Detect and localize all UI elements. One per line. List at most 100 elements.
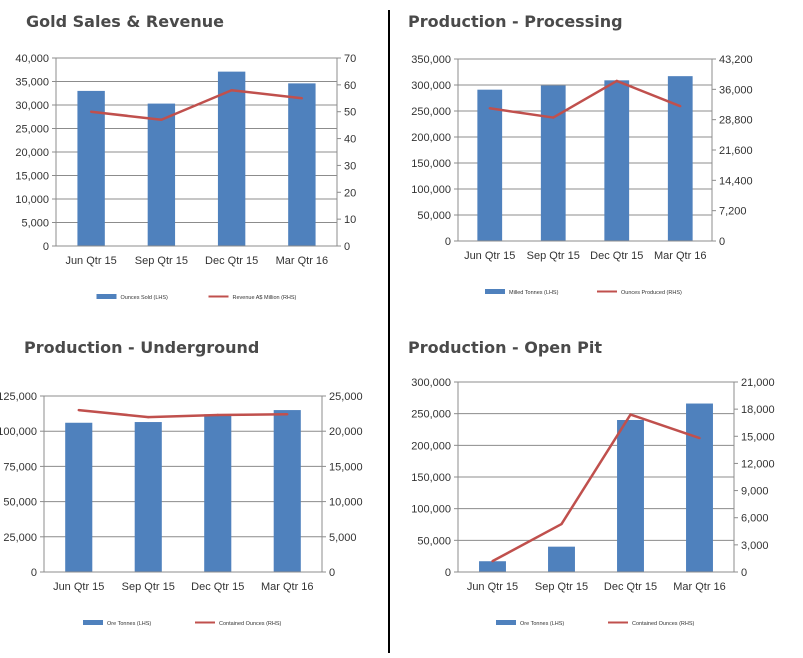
y-right-tick-label: 40 <box>344 134 356 146</box>
bar <box>686 403 713 572</box>
series-line <box>90 88 303 122</box>
y-right-tick-label: 0 <box>719 236 725 248</box>
y-left-tick-label: 50,000 <box>417 535 451 547</box>
bar <box>479 561 506 572</box>
y-left-tick-label: 300,000 <box>411 80 451 92</box>
chart-production-processing: Production - Processing 0 50,000 100,000 15… <box>390 0 803 325</box>
bar <box>204 414 232 572</box>
y-right-tick-label: 0 <box>344 241 350 253</box>
y-left-tick-label: 100,000 <box>411 184 451 196</box>
y-right-tick-label: 28,800 <box>719 115 753 127</box>
bar <box>77 90 105 247</box>
bar <box>477 89 503 242</box>
y-left-tick-label: 0 <box>445 236 451 248</box>
legend-bar-swatch <box>485 289 505 294</box>
x-tick-label: Dec Qtr 15 <box>191 581 244 593</box>
y-right-tick-label: 30 <box>344 160 356 172</box>
y-left-tick-label: 125,000 <box>0 391 37 403</box>
y-right-tick-label: 43,200 <box>719 54 753 66</box>
chart-gold-sales-revenue: Gold Sales & Revenue 0 5,000 10,000 15,000 2… <box>0 0 388 325</box>
line-point <box>77 408 80 412</box>
y-left-tick-label: 100,000 <box>0 426 37 438</box>
panel-divider <box>388 10 390 653</box>
y-right-tick-label: 12,000 <box>741 458 775 470</box>
y-left-tick-label: 15,000 <box>15 171 49 183</box>
line-point <box>230 89 233 92</box>
chart-svg: 0 50,000 100,000 150,000 200,000 250,000 300,0… <box>411 377 775 627</box>
bar <box>667 76 693 241</box>
legend-bar-swatch <box>496 620 516 625</box>
legend-line-label: Ounces Produced (RHS) <box>621 290 682 296</box>
y-right-tick-label: 5,000 <box>329 532 357 544</box>
y-right-tick-label: 10,000 <box>329 497 363 509</box>
y-right-tick-label: 20,000 <box>329 426 363 438</box>
bar <box>604 80 630 241</box>
bar <box>548 546 575 572</box>
chart-title: Production - Processing <box>408 12 623 31</box>
y-left-tick-label: 250,000 <box>411 409 451 421</box>
y-left-tick-label: 5,000 <box>21 218 49 230</box>
y-right-tick-label: 0 <box>741 567 747 579</box>
y-right-tick-label: 50 <box>344 107 356 119</box>
y-right-tick-label: 10 <box>344 214 356 226</box>
line-point <box>160 118 163 121</box>
chart-svg: 0 25,000 50,000 75,000 100,000 125,000 0 5,000 1… <box>0 391 363 627</box>
bar <box>273 410 301 572</box>
bar <box>134 422 162 572</box>
y-right-tick-label: 21,600 <box>719 145 753 157</box>
bar <box>540 85 566 242</box>
chart-production-underground: Production - Underground 0 25,000 50,000 75… <box>0 325 388 653</box>
legend-line-label: Contained Ounces (RHS) <box>632 621 695 627</box>
y-right-tick-label: 60 <box>344 80 356 92</box>
line-point <box>89 110 93 113</box>
line-point <box>679 104 682 108</box>
series-line <box>491 413 700 563</box>
x-tick-label: Jun Qtr 15 <box>467 581 518 593</box>
x-tick-label: Mar Qtr 16 <box>276 255 329 267</box>
chart-title: Production - Underground <box>24 338 260 357</box>
legend-bar-swatch <box>96 294 117 299</box>
series-line <box>78 408 288 419</box>
line-point <box>552 116 555 119</box>
x-tick-label: Mar Qtr 16 <box>654 250 707 262</box>
legend-bar-label: Ounces Sold (LHS) <box>121 295 169 301</box>
line-point <box>147 415 150 419</box>
y-right-tick-label: 6,000 <box>741 513 769 525</box>
y-left-tick-label: 25,000 <box>3 532 37 544</box>
bar <box>217 71 246 246</box>
x-tick-label: Jun Qtr 15 <box>65 255 116 267</box>
y-left-tick-label: 10,000 <box>15 194 49 206</box>
x-tick-label: Mar Qtr 16 <box>261 581 314 593</box>
chart-title: Gold Sales & Revenue <box>26 12 224 31</box>
x-tick-label: Dec Qtr 15 <box>590 250 643 262</box>
y-left-tick-label: 300,000 <box>411 377 451 389</box>
legend-bar-label: Milled Tonnes (LHS) <box>509 290 559 296</box>
line-point <box>560 522 563 526</box>
x-tick-label: Mar Qtr 16 <box>673 581 726 593</box>
y-left-tick-label: 35,000 <box>15 77 49 89</box>
y-left-tick-label: 30,000 <box>15 100 49 112</box>
series-line <box>489 79 681 119</box>
y-left-tick-label: 100,000 <box>411 504 451 516</box>
chart-svg: 0 50,000 100,000 150,000 200,000 250,000 300,0… <box>411 54 753 296</box>
x-tick-label: Sep Qtr 15 <box>535 581 588 593</box>
y-right-tick-label: 15,000 <box>329 461 363 473</box>
y-left-tick-label: 50,000 <box>3 497 37 509</box>
y-left-tick-label: 0 <box>31 567 37 579</box>
y-right-tick-label: 3,000 <box>741 540 769 552</box>
line-point <box>491 559 494 563</box>
y-left-tick-label: 350,000 <box>411 54 451 66</box>
line-point <box>286 413 289 416</box>
y-left-tick-label: 40,000 <box>15 53 49 65</box>
line-point <box>488 107 491 110</box>
line-point <box>300 97 304 100</box>
y-right-tick-label: 15,000 <box>741 431 775 443</box>
legend-bar-swatch <box>83 620 103 625</box>
y-right-tick-label: 14,400 <box>719 175 753 187</box>
y-right-tick-label: 9,000 <box>741 486 769 498</box>
y-left-tick-label: 200,000 <box>411 132 451 144</box>
y-left-tick-label: 20,000 <box>15 147 49 159</box>
bar <box>147 103 176 246</box>
legend-line-label: Contained Ounces (RHS) <box>219 621 282 627</box>
bar <box>617 420 644 572</box>
